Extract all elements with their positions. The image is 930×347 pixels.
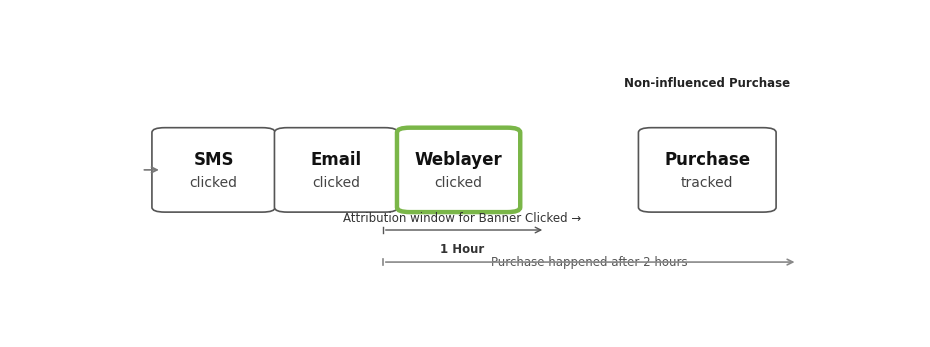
- FancyBboxPatch shape: [274, 128, 398, 212]
- Text: clicked: clicked: [312, 176, 360, 191]
- Text: Purchase happened after 2 hours: Purchase happened after 2 hours: [491, 256, 688, 269]
- FancyBboxPatch shape: [152, 128, 275, 212]
- Text: Attribution window for Banner Clicked →: Attribution window for Banner Clicked →: [343, 212, 581, 225]
- Text: Email: Email: [311, 151, 362, 169]
- Text: clicked: clicked: [190, 176, 237, 191]
- FancyBboxPatch shape: [397, 128, 520, 212]
- Text: tracked: tracked: [681, 176, 734, 191]
- Text: Weblayer: Weblayer: [415, 151, 502, 169]
- Text: Purchase: Purchase: [664, 151, 751, 169]
- Text: 1 Hour: 1 Hour: [440, 243, 485, 256]
- Text: Non-influenced Purchase: Non-influenced Purchase: [624, 77, 790, 90]
- Text: SMS: SMS: [193, 151, 233, 169]
- Text: clicked: clicked: [434, 176, 483, 191]
- FancyBboxPatch shape: [638, 128, 777, 212]
